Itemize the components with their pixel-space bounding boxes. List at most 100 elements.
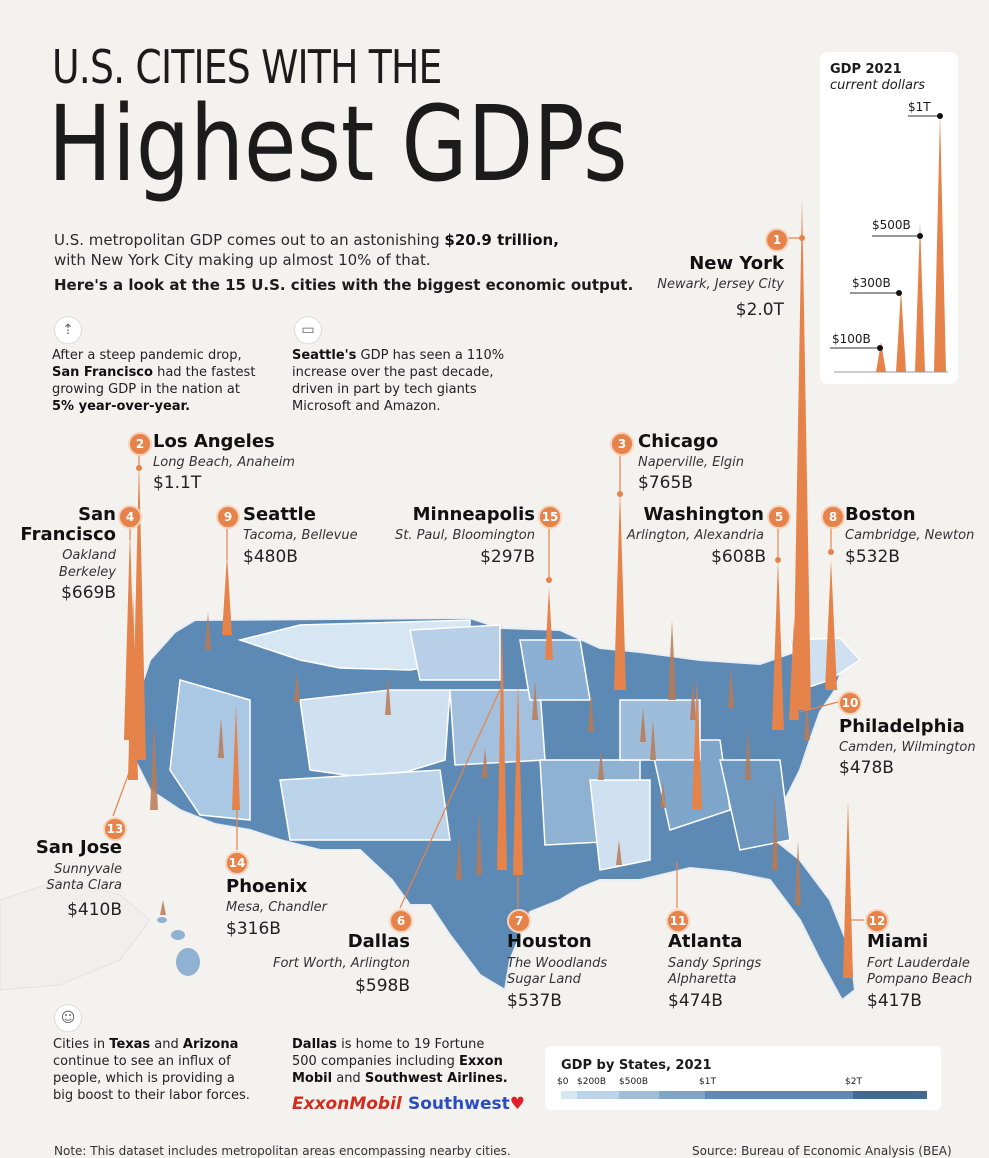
city-suburbs: Arlington, Alexandria <box>626 528 764 543</box>
city-name: New York <box>689 253 784 274</box>
spike-phoenix <box>232 705 240 810</box>
city-suburbs-line-2: Pompano Beach <box>867 972 973 987</box>
city-suburbs: Camden, Wilmington <box>839 740 976 755</box>
spike-legend-300b: $300B <box>852 276 891 290</box>
scale-tick: $1T <box>699 1077 716 1087</box>
note-text: people, which is providing a <box>53 1071 235 1086</box>
rank-badge: 14 <box>225 851 249 875</box>
city-gdp: $478B <box>839 758 894 778</box>
spike-washington <box>772 560 784 730</box>
note-text: Microsoft and Amazon. <box>292 399 441 414</box>
spike-dallas <box>497 620 507 870</box>
city-name: San <box>78 504 116 525</box>
note-text: is home to 19 Fortune <box>337 1037 485 1052</box>
city-name: Washington <box>643 504 764 525</box>
intro-pre: U.S. metropolitan GDP comes out to an as… <box>54 231 445 249</box>
city-gdp: $2.0T <box>735 300 784 320</box>
state-light <box>279 769 451 841</box>
spike-legend-1t: $1T <box>908 100 931 114</box>
note-text: and <box>332 1071 365 1086</box>
rank-badge: 9 <box>216 505 240 529</box>
note-bold: Southwest Airlines. <box>364 1071 508 1086</box>
laptop-icon: ▭ <box>294 316 322 344</box>
spike-seattle <box>222 555 232 635</box>
spike-legend: GDP 2021 current dollars $1T $500B $300B… <box>820 52 958 384</box>
note-text: big boost to their labor forces. <box>53 1088 250 1103</box>
state-dark <box>719 759 791 851</box>
city-suburbs: The Woodlands <box>507 956 608 971</box>
state-gdp-legend: GDP by States, 2021 $0 $200B $500B $1T $… <box>545 1046 941 1110</box>
leader-lines <box>112 237 864 921</box>
city-suburbs: St. Paul, Bloomington <box>394 528 535 543</box>
city-gdp: $1.1T <box>153 473 202 493</box>
sf-note: After a steep pandemic drop, San Francis… <box>52 347 282 415</box>
rank-badge: 6 <box>389 909 413 933</box>
scale-tick: $2T <box>845 1077 862 1087</box>
intro-post: with New York City making up almost 10% … <box>54 251 431 269</box>
rank-badge: 4 <box>118 505 142 529</box>
city-gdp: $316B <box>226 919 281 939</box>
note-text: had the fastest <box>152 365 256 380</box>
spike-houston <box>513 680 523 875</box>
city-suburbs: Long Beach, Anaheim <box>153 455 295 470</box>
note-bold: Exxon <box>459 1054 503 1069</box>
state-light <box>299 689 451 781</box>
state-light <box>409 624 501 681</box>
note-text: After a steep pandemic drop, <box>52 348 242 363</box>
note-bold: 5% year-over-year. <box>52 399 191 414</box>
city-name: Philadelphia <box>839 716 965 737</box>
note-bold: Arizona <box>182 1037 239 1052</box>
city-suburbs: Fort Worth, Arlington <box>272 956 410 971</box>
city-suburbs-line-2: Santa Clara <box>46 878 122 893</box>
city-suburbs: Fort Lauderdale <box>867 956 970 971</box>
intro-total: $20.9 trillion, <box>444 231 559 249</box>
city-gdp: $474B <box>668 991 723 1011</box>
city-suburbs: Sunnyvale <box>54 862 122 877</box>
spike-philadelphia <box>789 620 799 720</box>
hawaii-island <box>171 930 185 940</box>
city-gdp: $537B <box>507 991 562 1011</box>
alaska <box>0 879 151 991</box>
state-light <box>589 779 651 871</box>
state-mid <box>449 689 546 766</box>
major-spikes <box>124 198 853 978</box>
state-mid <box>169 679 251 821</box>
city-name: Miami <box>867 931 929 952</box>
spike-atlanta <box>692 680 702 810</box>
city-name: Phoenix <box>226 876 308 897</box>
spike-legend-title: GDP 2021 <box>830 62 902 77</box>
city-suburbs: Tacoma, Bellevue <box>243 528 358 543</box>
note-text: growing GDP in the nation at <box>52 382 240 397</box>
leader-dots <box>136 235 834 583</box>
note-bold: Texas <box>109 1037 151 1052</box>
city-gdp: $765B <box>638 473 693 493</box>
rank-badge: 11 <box>666 909 690 933</box>
southwest-wordmark: Southwest <box>408 1094 510 1114</box>
spike-chicago <box>614 490 626 690</box>
city-suburbs-line-2: Alpharetta <box>668 972 737 987</box>
color-scale-bar <box>561 1091 927 1099</box>
intro-lead: Here's a look at the 15 U.S. cities with… <box>54 276 634 294</box>
trend-icon: ⇡ <box>54 316 82 344</box>
hawaii-island <box>176 948 200 976</box>
spike-legend-subtitle: current dollars <box>830 78 926 93</box>
spike-miami <box>843 800 853 978</box>
city-name: Houston <box>507 931 592 952</box>
state-mid <box>619 699 701 761</box>
spike-new-york <box>793 198 811 710</box>
note-bold: Mobil <box>292 1071 333 1086</box>
city-gdp: $410B <box>67 900 122 920</box>
rank-badge: 10 <box>838 691 862 715</box>
city-name-line-2: Francisco <box>20 524 116 545</box>
rank-badge: 8 <box>821 505 845 529</box>
rank-badge: 15 <box>538 505 562 529</box>
city-name: Boston <box>845 504 916 525</box>
note-text: 500 companies including <box>292 1054 460 1069</box>
city-name: Atlanta <box>668 931 743 952</box>
city-gdp: $669B <box>61 583 116 603</box>
city-gdp: $608B <box>711 547 766 567</box>
rank-badge: 3 <box>610 432 634 456</box>
minor-spikes <box>150 612 810 915</box>
scale-tick: $200B <box>577 1077 607 1087</box>
